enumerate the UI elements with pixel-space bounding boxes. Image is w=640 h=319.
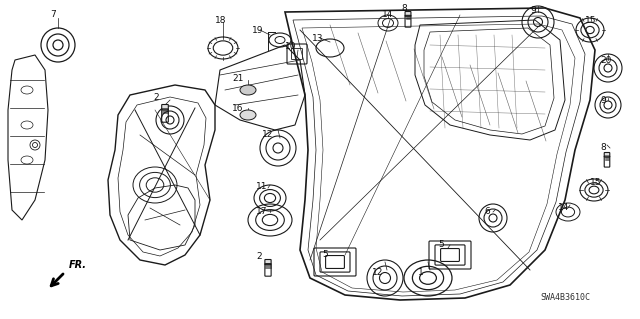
Text: 14: 14 <box>382 10 394 19</box>
Text: 2: 2 <box>256 252 262 261</box>
Text: 14: 14 <box>558 203 570 212</box>
Text: 9: 9 <box>530 6 536 15</box>
Text: 17: 17 <box>256 207 268 216</box>
FancyBboxPatch shape <box>265 259 271 265</box>
Ellipse shape <box>240 110 256 120</box>
Text: 12: 12 <box>372 268 383 277</box>
Text: 1: 1 <box>418 268 424 277</box>
Text: 15: 15 <box>590 178 602 187</box>
Text: 9: 9 <box>600 96 605 105</box>
Text: 7: 7 <box>50 10 56 19</box>
FancyBboxPatch shape <box>162 105 168 110</box>
Text: 19: 19 <box>252 26 264 35</box>
Text: 5: 5 <box>438 240 444 249</box>
Text: 12: 12 <box>262 130 273 139</box>
Text: 2: 2 <box>153 93 159 102</box>
Text: 5: 5 <box>322 250 328 259</box>
Text: 16: 16 <box>232 104 243 113</box>
Text: 11: 11 <box>256 182 268 191</box>
Text: 13: 13 <box>312 34 323 43</box>
Text: 18: 18 <box>215 16 227 25</box>
Text: 10: 10 <box>285 42 296 51</box>
Text: 8: 8 <box>600 143 605 152</box>
FancyBboxPatch shape <box>604 152 610 157</box>
Text: 21: 21 <box>232 74 243 83</box>
Text: 8: 8 <box>401 4 407 13</box>
Ellipse shape <box>240 85 256 95</box>
FancyBboxPatch shape <box>405 11 411 16</box>
Text: 15: 15 <box>585 16 596 25</box>
Text: FR.: FR. <box>69 260 87 270</box>
Text: SWA4B3610C: SWA4B3610C <box>540 293 590 302</box>
Text: 20: 20 <box>600 56 611 65</box>
Text: 6: 6 <box>484 207 490 216</box>
